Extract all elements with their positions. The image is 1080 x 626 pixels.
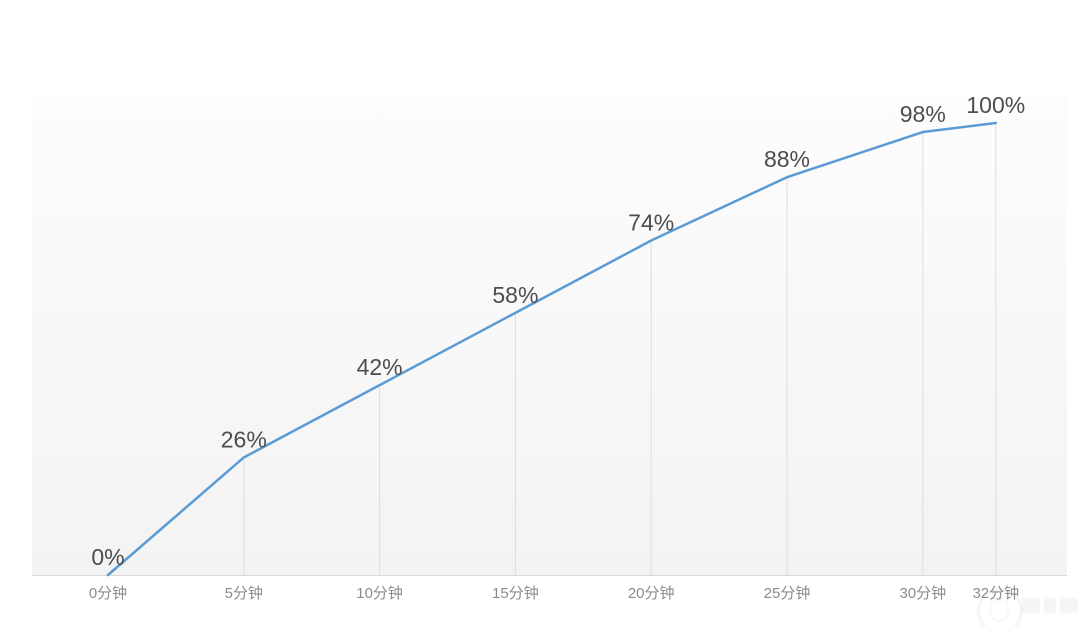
watermark-text-block (1044, 598, 1056, 613)
plot-area (32, 96, 1067, 576)
watermark (970, 576, 1080, 626)
watermark-logo-icon (977, 588, 1023, 626)
x-tick-label: 25分钟 (764, 585, 811, 602)
x-tick-label: 10分钟 (356, 585, 403, 602)
x-tick-label: 15分钟 (492, 585, 539, 602)
x-tick-label: 30分钟 (899, 585, 946, 602)
x-tick-label: 5分钟 (225, 585, 263, 602)
watermark-text-block (1060, 598, 1078, 613)
x-tick-label: 0分钟 (89, 585, 127, 602)
watermark-text-block (1022, 598, 1040, 613)
x-tick-label: 20分钟 (628, 585, 675, 602)
